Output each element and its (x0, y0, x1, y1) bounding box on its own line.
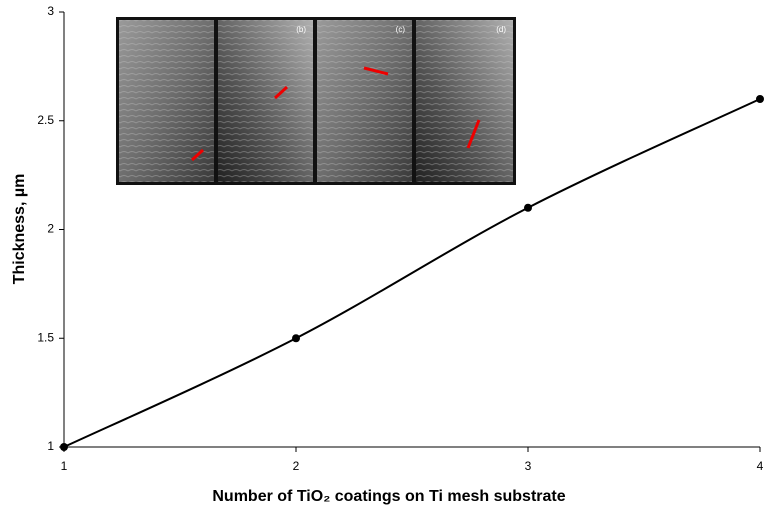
y-tick-label: 1 (47, 439, 54, 453)
page: (b) (c) (d) Number of TiO₂ coatings on T… (0, 0, 764, 515)
panel-label: (b) (296, 25, 306, 34)
sem-inset: (b) (c) (d) (116, 17, 516, 185)
sem-texture (119, 20, 214, 182)
panel-label: (c) (396, 25, 406, 34)
sem-texture (317, 20, 412, 182)
sem-texture (416, 20, 513, 182)
data-point (292, 334, 300, 342)
y-tick-label: 2 (47, 222, 54, 236)
data-point (756, 95, 764, 103)
y-tick-label: 2.5 (37, 113, 54, 127)
x-axis-title: Number of TiO₂ coatings on Ti mesh subst… (212, 488, 565, 505)
data-point (60, 443, 68, 451)
x-tick-label: 2 (293, 459, 300, 473)
panel-label: (d) (496, 25, 506, 34)
y-axis-title: Thickness, µm (11, 174, 28, 285)
x-tick-label: 1 (61, 459, 68, 473)
y-tick-label: 1.5 (37, 330, 54, 344)
y-tick-label: 3 (47, 4, 54, 18)
sem-texture (218, 20, 313, 182)
x-tick-label: 4 (757, 459, 764, 473)
chart: (b) (c) (d) Number of TiO₂ coatings on T… (0, 0, 764, 515)
x-tick-label: 3 (525, 459, 532, 473)
data-point (524, 204, 532, 212)
